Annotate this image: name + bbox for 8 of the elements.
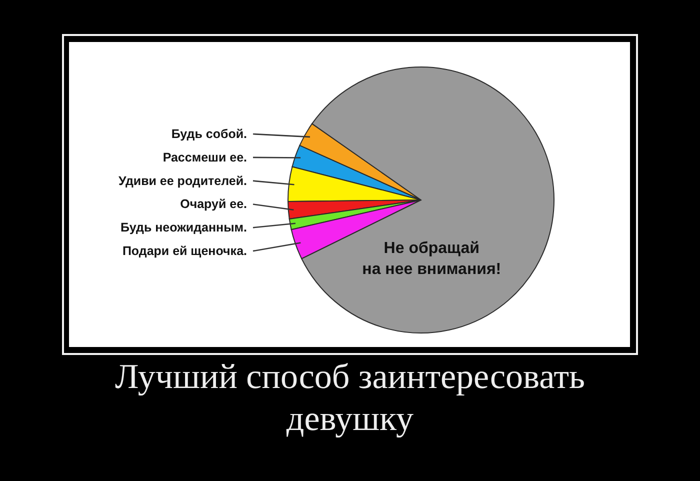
slice-label: Будь неожиданным. [120,220,247,235]
slice-label: Очаруй ее. [180,197,247,212]
text: Лучший способ заинтересовать девушку [114,356,586,440]
slice-label: Подари ей щеночка. [122,244,247,258]
slice-label: Удиви ее родителей. [118,174,247,188]
slice-label: Рассмеши ее. [162,150,247,164]
slice-label: Не обращай на нее внимания! [362,240,502,278]
slice-label: Будь собой. [171,127,247,142]
